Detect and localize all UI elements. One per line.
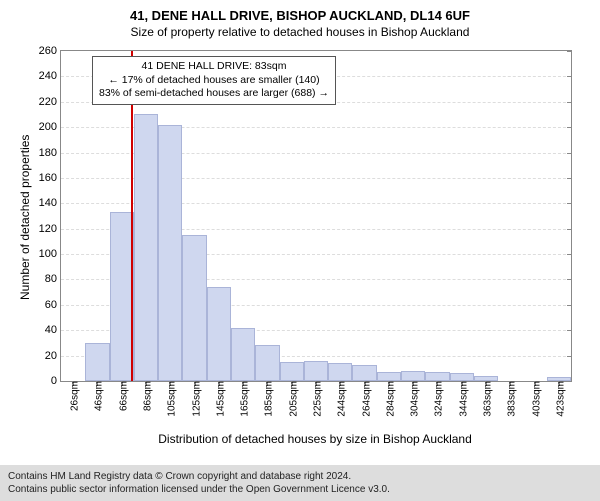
x-tick: 403sqm — [527, 381, 542, 417]
y-tick: 20 — [45, 350, 61, 362]
bar — [158, 125, 182, 381]
bar — [134, 114, 158, 381]
x-tick: 145sqm — [211, 381, 226, 417]
x-tick: 304sqm — [406, 381, 421, 417]
x-tick: 105sqm — [163, 381, 178, 417]
bar — [401, 371, 425, 381]
bar — [110, 212, 134, 381]
chart-title-line2: Size of property relative to detached ho… — [0, 23, 600, 43]
bar — [280, 362, 304, 381]
x-tick: 205sqm — [284, 381, 299, 417]
x-axis-label: Distribution of detached houses by size … — [60, 432, 570, 446]
x-tick: 125sqm — [187, 381, 202, 417]
y-tick: 220 — [39, 96, 61, 108]
bar — [304, 361, 328, 381]
x-tick: 225sqm — [309, 381, 324, 417]
y-tick: 140 — [39, 197, 61, 209]
bar — [450, 373, 474, 381]
x-tick: 324sqm — [430, 381, 445, 417]
footer-licence: Contains HM Land Registry data © Crown c… — [0, 465, 600, 501]
x-tick: 46sqm — [90, 381, 105, 411]
y-tick: 120 — [39, 223, 61, 235]
y-tick: 180 — [39, 147, 61, 159]
y-tick: 60 — [45, 299, 61, 311]
x-tick: 165sqm — [236, 381, 251, 417]
y-tick: 40 — [45, 324, 61, 336]
chart-container: 41, DENE HALL DRIVE, BISHOP AUCKLAND, DL… — [0, 0, 600, 500]
annotation-box: 41 DENE HALL DRIVE: 83sqm← 17% of detach… — [92, 56, 336, 105]
bar — [182, 235, 206, 381]
annotation-line1: 41 DENE HALL DRIVE: 83sqm — [99, 60, 329, 74]
x-tick: 244sqm — [333, 381, 348, 417]
y-tick: 100 — [39, 248, 61, 260]
x-tick: 284sqm — [381, 381, 396, 417]
x-tick: 86sqm — [139, 381, 154, 411]
bar — [231, 328, 255, 381]
x-tick: 383sqm — [503, 381, 518, 417]
y-tick: 240 — [39, 70, 61, 82]
bar — [85, 343, 109, 381]
bar — [255, 345, 279, 381]
x-tick: 423sqm — [551, 381, 566, 417]
y-axis-label: Number of detached properties — [18, 135, 32, 300]
bar — [328, 363, 352, 381]
y-tick: 200 — [39, 121, 61, 133]
bar — [425, 372, 449, 381]
annotation-line2: ← 17% of detached houses are smaller (14… — [99, 74, 329, 88]
x-tick: 66sqm — [114, 381, 129, 411]
bar — [352, 365, 376, 382]
y-tick: 160 — [39, 172, 61, 184]
bar — [377, 372, 401, 381]
x-tick: 264sqm — [357, 381, 372, 417]
annotation-line3: 83% of semi-detached houses are larger (… — [99, 87, 329, 101]
x-tick: 363sqm — [479, 381, 494, 417]
x-tick: 344sqm — [454, 381, 469, 417]
bar — [207, 287, 231, 381]
footer-line1: Contains HM Land Registry data © Crown c… — [8, 470, 592, 483]
chart-title-line1: 41, DENE HALL DRIVE, BISHOP AUCKLAND, DL… — [0, 0, 600, 23]
x-tick: 185sqm — [260, 381, 275, 417]
footer-line2: Contains public sector information licen… — [8, 483, 592, 496]
y-tick: 260 — [39, 45, 61, 57]
y-tick: 80 — [45, 273, 61, 285]
x-tick: 26sqm — [66, 381, 81, 411]
y-tick: 0 — [51, 375, 61, 387]
